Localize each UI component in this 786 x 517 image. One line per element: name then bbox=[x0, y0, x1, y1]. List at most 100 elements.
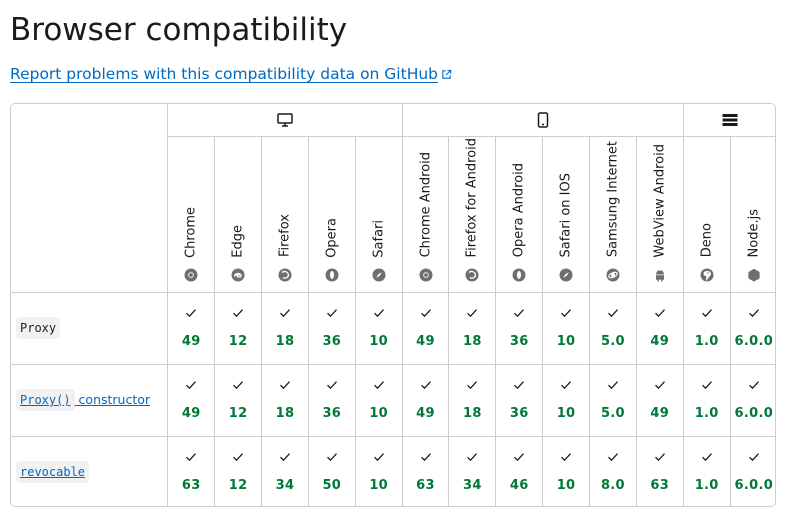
desktop-icon bbox=[277, 113, 293, 127]
check-icon bbox=[607, 453, 618, 461]
support-cell[interactable]: 10 bbox=[542, 435, 590, 506]
version-label: 5.0 bbox=[600, 405, 625, 421]
support-cell[interactable]: 49 bbox=[167, 291, 216, 365]
support-cell[interactable]: 1.0 bbox=[682, 435, 731, 506]
version-label: 5.0 bbox=[600, 333, 625, 349]
version-label: 6.0.0 bbox=[734, 333, 774, 349]
support-cell[interactable]: 36 bbox=[307, 291, 356, 365]
version-label: 18 bbox=[275, 333, 295, 349]
support-cell[interactable]: 63 bbox=[635, 435, 684, 506]
mobile-icon bbox=[537, 112, 548, 128]
support-cell[interactable]: 6.0.0 bbox=[729, 435, 775, 506]
support-cell[interactable]: 5.0 bbox=[588, 363, 637, 437]
version-label: 49 bbox=[416, 405, 435, 421]
support-cell[interactable]: 49 bbox=[401, 363, 450, 437]
check-icon bbox=[233, 308, 244, 317]
support-cell[interactable]: 49 bbox=[635, 291, 684, 365]
browser-name: Firefox for Android bbox=[464, 138, 480, 258]
check-icon bbox=[561, 308, 572, 317]
platform-desktop bbox=[167, 104, 403, 137]
support-cell[interactable]: 10 bbox=[542, 291, 590, 365]
opera-icon bbox=[325, 268, 339, 281]
feature-row-proxy-constructor: Proxy() constructor 49 12 18 36 10 49 18… bbox=[11, 363, 775, 437]
browser-name: Samsung Internet bbox=[605, 141, 621, 258]
version-label: 18 bbox=[463, 333, 482, 349]
support-cell[interactable]: 6.0.0 bbox=[729, 291, 775, 365]
version-label: 12 bbox=[228, 477, 248, 493]
version-label: 6.0.0 bbox=[734, 405, 774, 421]
check-icon bbox=[514, 453, 525, 461]
check-icon bbox=[467, 380, 478, 389]
firefox-icon bbox=[278, 268, 292, 281]
version-label: 8.0 bbox=[600, 477, 625, 493]
support-cell[interactable]: 18 bbox=[261, 291, 309, 365]
feature-name-cell: Proxy() constructor bbox=[11, 363, 169, 437]
support-cell[interactable]: 18 bbox=[448, 363, 497, 437]
platform-server bbox=[682, 104, 775, 137]
check-icon bbox=[748, 453, 759, 461]
support-cell[interactable]: 36 bbox=[307, 363, 356, 437]
support-cell[interactable]: 34 bbox=[261, 435, 309, 506]
support-cell[interactable]: 63 bbox=[167, 435, 216, 506]
support-cell[interactable]: 36 bbox=[495, 291, 544, 365]
support-cell[interactable]: 12 bbox=[214, 435, 263, 506]
browser-header: Deno bbox=[682, 135, 731, 293]
support-cell[interactable]: 10 bbox=[542, 363, 590, 437]
browser-header: Edge bbox=[214, 135, 263, 293]
support-cell[interactable]: 49 bbox=[401, 291, 450, 365]
support-cell[interactable]: 10 bbox=[354, 363, 403, 437]
support-cell[interactable]: 46 bbox=[495, 435, 544, 506]
support-cell[interactable]: 8.0 bbox=[588, 435, 637, 506]
browser-header: Safari bbox=[354, 135, 403, 293]
support-cell[interactable]: 49 bbox=[635, 363, 684, 437]
support-cell[interactable]: 18 bbox=[261, 363, 309, 437]
version-label: 12 bbox=[228, 333, 248, 349]
support-cell[interactable]: 5.0 bbox=[588, 291, 637, 365]
support-cell[interactable]: 1.0 bbox=[682, 363, 731, 437]
support-cell[interactable]: 10 bbox=[354, 291, 403, 365]
version-label: 10 bbox=[369, 333, 389, 349]
browser-name: Safari on IOS bbox=[558, 173, 574, 258]
check-icon bbox=[701, 453, 712, 461]
browser-name: Deno bbox=[699, 223, 715, 258]
deno-icon bbox=[700, 268, 714, 281]
browser-name: Firefox bbox=[277, 214, 293, 258]
check-icon bbox=[420, 308, 431, 317]
nodejs-icon bbox=[748, 268, 760, 282]
check-icon bbox=[326, 453, 337, 461]
support-cell[interactable]: 6.0.0 bbox=[729, 363, 775, 437]
check-icon bbox=[420, 453, 431, 461]
version-label: 6.0.0 bbox=[734, 477, 774, 493]
support-cell[interactable]: 50 bbox=[307, 435, 356, 506]
support-cell[interactable]: 18 bbox=[448, 291, 497, 365]
support-cell[interactable]: 1.0 bbox=[682, 291, 731, 365]
feature-link-revocable[interactable]: revocable bbox=[16, 461, 90, 484]
check-icon bbox=[373, 453, 384, 461]
support-cell[interactable]: 34 bbox=[448, 435, 497, 506]
version-label: 63 bbox=[416, 477, 435, 493]
feature-row-proxy: Proxy 49 12 18 36 10 49 18 36 10 5.0 49 … bbox=[11, 291, 775, 365]
feature-link-proxy-constructor[interactable]: Proxy() constructor bbox=[16, 389, 151, 411]
browser-name: Chrome bbox=[183, 206, 199, 258]
check-icon bbox=[748, 380, 759, 389]
version-label: 36 bbox=[322, 405, 342, 421]
version-label: 36 bbox=[509, 333, 529, 349]
support-cell[interactable]: 12 bbox=[214, 363, 263, 437]
version-label: 12 bbox=[228, 405, 248, 421]
support-cell[interactable]: 36 bbox=[495, 363, 544, 437]
check-icon bbox=[233, 453, 244, 461]
browser-header-row: Chrome Edge Firefox Opera Safari Chrome … bbox=[11, 135, 775, 293]
feature-suffix: constructor bbox=[74, 392, 151, 407]
server-icon bbox=[722, 113, 738, 126]
report-problems-link[interactable]: Report problems with this compatibility … bbox=[10, 63, 452, 85]
support-cell[interactable]: 12 bbox=[214, 291, 263, 365]
compat-table: Chrome Edge Firefox Opera Safari Chrome … bbox=[11, 104, 775, 506]
browser-header: Opera Android bbox=[495, 135, 544, 293]
edge-icon bbox=[231, 268, 245, 281]
support-cell[interactable]: 49 bbox=[167, 363, 216, 437]
feature-name-cell: Proxy bbox=[11, 291, 169, 365]
support-cell[interactable]: 63 bbox=[401, 435, 450, 506]
version-label: 36 bbox=[322, 333, 342, 349]
browser-name: Node.js bbox=[746, 209, 762, 258]
support-cell[interactable]: 10 bbox=[354, 435, 403, 506]
